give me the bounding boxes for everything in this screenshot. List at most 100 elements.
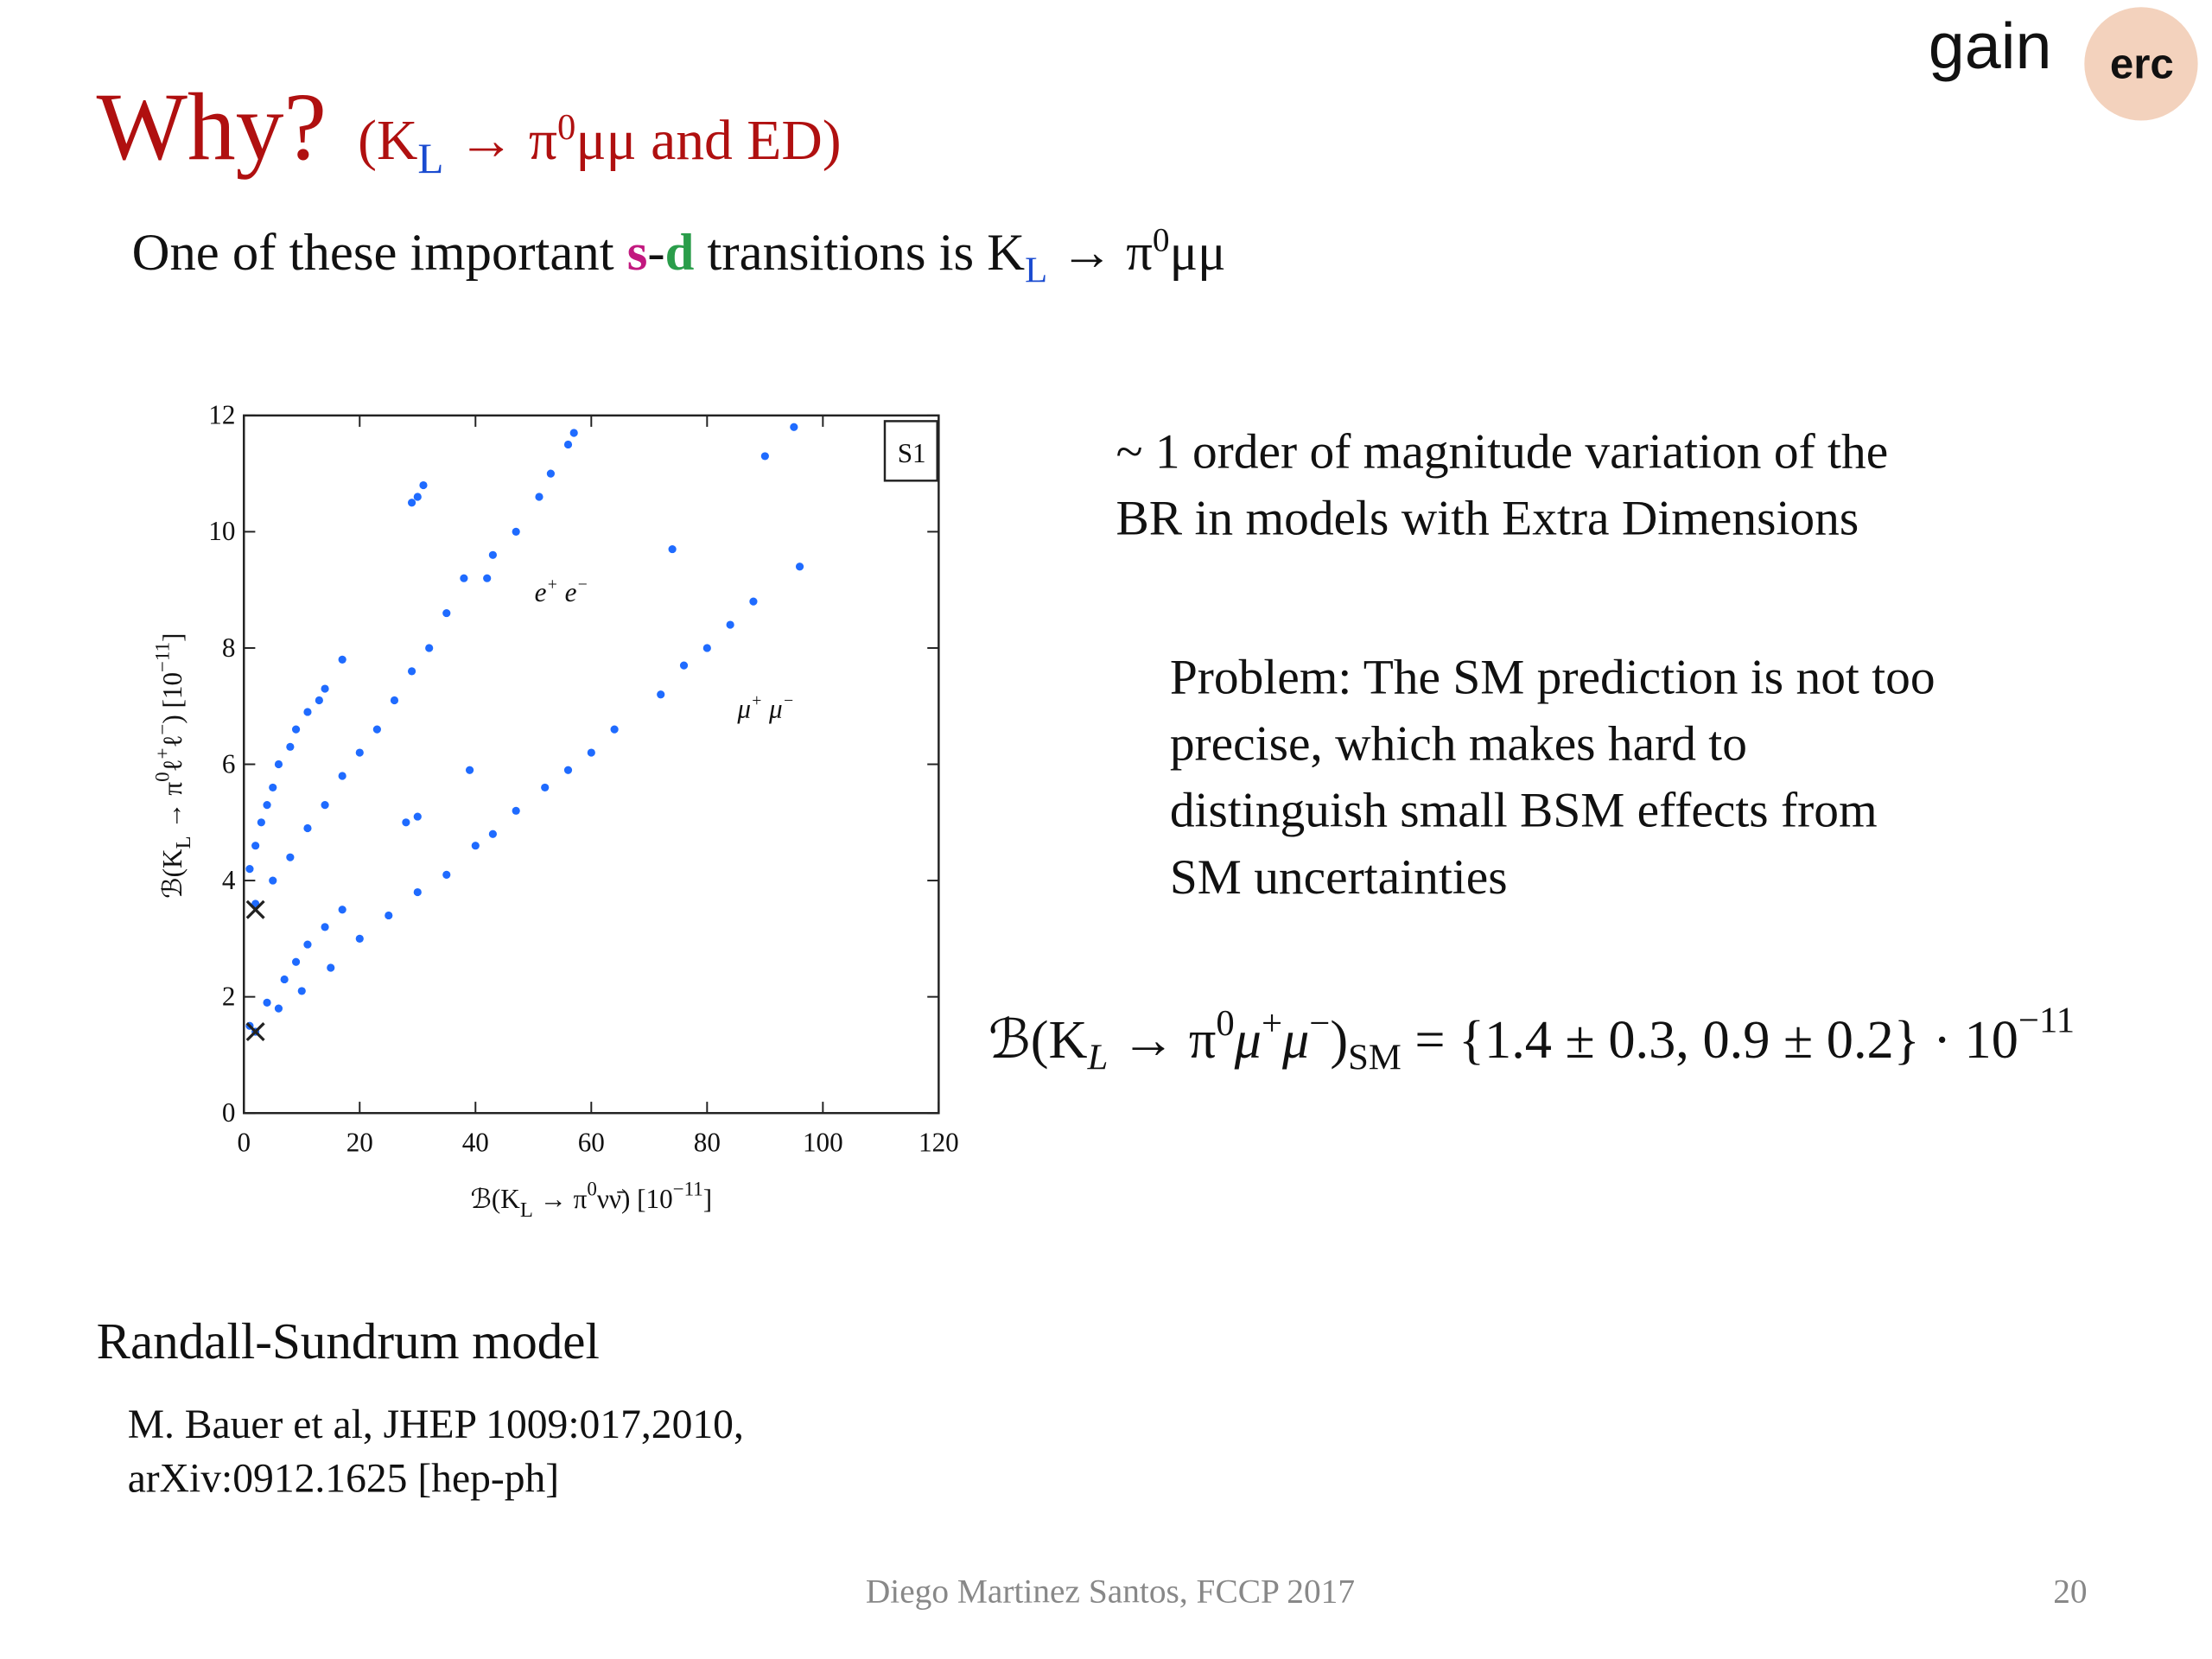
scatter-point [269,783,277,792]
logo-erc: erc [2110,40,2174,87]
scatter-point [442,608,451,618]
model: Randall-Sundrum model [97,1313,600,1370]
scatter-point [407,499,416,507]
scatter-point [563,440,573,449]
y-axis-label: ℬ(KL → π0ℓ+ℓ−) [10−11] [151,632,195,898]
scatter-point [610,725,619,734]
scatter-point [274,1004,283,1013]
y-tick-label: 6 [222,748,236,779]
scatter-point [726,620,734,629]
mumu-part: + [751,691,762,710]
xl: ] [703,1184,712,1214]
y-tick-label: 10 [208,516,235,546]
xl: ℬ(K [470,1184,520,1214]
scatter-point [790,423,798,431]
intro-text: One of these important [132,224,627,282]
scatter-point [355,748,364,757]
yl: − [151,724,173,735]
scatter-point [286,853,295,861]
scatter-point [338,772,346,780]
problem-line: precise, which makes hard to [1170,717,1747,772]
scatter-point [321,923,329,931]
yl: ] [157,632,188,641]
yl: ) [10 [157,672,188,724]
y-tick-label: 0 [222,1097,236,1128]
scatter-point [657,690,665,699]
scatter-point [795,563,804,571]
intro-sub: L [1025,251,1047,291]
note-line: ~ 1 order of magnitude variation of the [1116,425,1888,480]
ee-part: − [576,575,588,594]
note-line: BR in models with Extra Dimensions [1116,492,1859,546]
scatter-point [749,597,758,606]
scatter-point [535,493,543,501]
intro-text: → π [1047,224,1153,282]
xl: −11 [673,1178,703,1199]
reference-line: arXiv:0912.1625 [hep-ph] [128,1456,559,1501]
scatter-point [465,766,474,774]
yl: → π [157,782,188,836]
scatter-point [483,574,492,582]
scatter-point [303,708,312,716]
intro-sup: 0 [1153,220,1170,258]
scatter-point [263,998,271,1007]
title-sub: 0 [557,107,575,148]
ee-label: e+ e− [535,575,588,607]
f: μ [1281,1010,1309,1070]
intro-text: - [647,224,664,282]
x-tick-label: 40 [462,1128,489,1158]
yl: ℬ(K [157,849,188,899]
mumu-part: − [783,691,794,710]
logo-gain: gain [1929,10,2052,82]
sm-cross [245,1022,265,1042]
scatter-point [390,696,399,705]
yl: ℓ [157,735,188,748]
xl: → π [533,1184,588,1214]
y-tick-label: 12 [208,400,235,430]
x-tick-label: 80 [694,1128,721,1158]
scatter-point [679,661,689,670]
scatter-point [372,725,381,734]
f: − [1309,1003,1330,1044]
f: 0 [1216,1003,1234,1044]
scatter-point [407,667,416,676]
mumu-part: μ [762,693,782,723]
scatter-point [413,493,422,501]
scatter-point [263,801,271,810]
yl: −11 [151,642,173,672]
scatter-point [245,865,254,874]
note: ~ 1 order of magnitude variation of the … [1116,425,1888,546]
scatter-point [297,987,306,995]
scatter-point [760,452,769,461]
intro-text: transitions is K [694,224,1025,282]
reference-line: M. Bauer et al, JHEP 1009:017,2010, [128,1402,744,1447]
scatter-point [541,783,550,792]
title-sub: (K [358,110,417,172]
logo-circle [2084,7,2198,121]
scatter-point [442,870,451,879]
scatter-point [460,574,468,582]
mumu-label: μ+ μ− [736,691,794,723]
yl: L [172,836,195,849]
f: ℬ(K [988,1010,1088,1070]
y-tick-label: 2 [222,981,236,1011]
scatter-point [546,469,555,478]
title-sub: L [417,135,443,182]
footer: Diego Martinez Santos, FCCP 2017 [866,1572,1355,1610]
scatter-point [338,655,346,664]
f: ) [1330,1010,1348,1070]
scatter-point [488,830,497,838]
scatter-point [338,906,346,914]
mumu-part: μ [736,693,751,723]
problem-line: distinguish small BSM effects from [1170,784,1878,838]
scatter-point [321,801,329,810]
scatter-point [321,684,329,693]
scatter-point [402,818,410,827]
problem-line: SM uncertainties [1170,850,1508,905]
scatter-point [291,725,301,734]
xl: L [520,1198,533,1222]
scatter-point [413,812,422,821]
x-tick-label: 60 [578,1128,605,1158]
scatter-point [702,644,711,652]
